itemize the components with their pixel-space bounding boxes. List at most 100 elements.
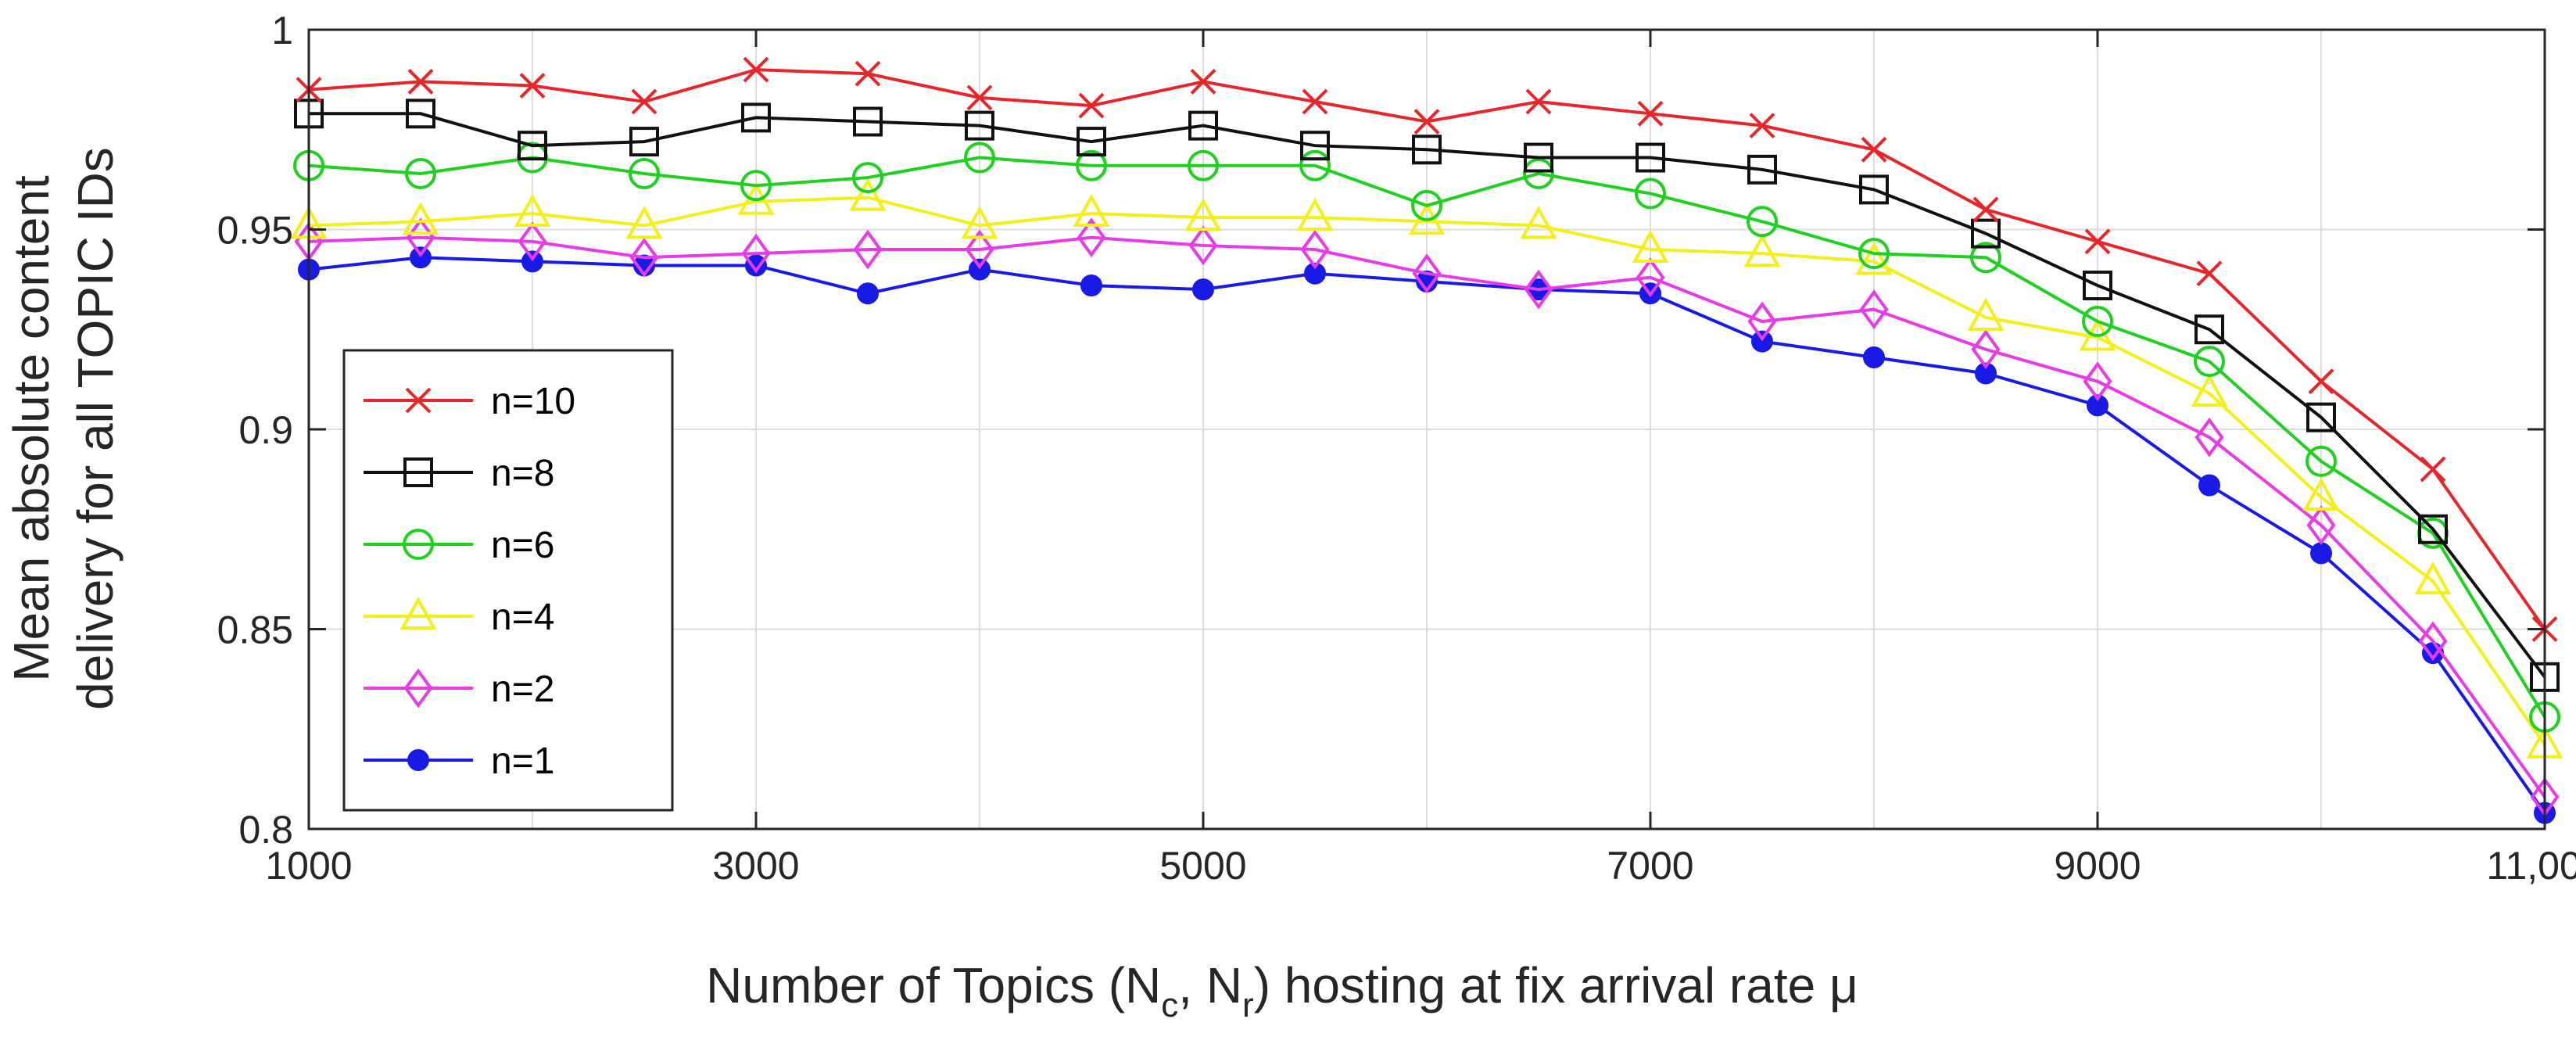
data-point [1971,329,2001,370]
series-n-4 [290,178,2563,759]
data-point [1523,157,1554,189]
legend-label: n=6 [491,525,554,566]
data-point [2084,228,2111,255]
data-point [1859,174,1889,205]
legend-marker [399,596,437,630]
data-point [518,221,547,262]
data-point [629,127,659,157]
data-point [966,84,993,111]
data-point [1975,362,1997,385]
y-tick-label: 0.9 [238,408,293,452]
data-point [1858,238,1890,270]
data-point [961,206,998,239]
data-point [1412,253,1442,294]
data-point [2083,361,2112,402]
data-point [857,282,879,305]
data-point [521,250,543,273]
data-point [2087,394,2108,417]
data-point [1302,88,1328,115]
data-point [2196,260,2223,287]
x-axis-label: Number of Topics (Nc, Nr) hosting at fix… [706,957,1858,1024]
data-point [2310,542,2332,565]
data-point [2194,346,2225,378]
series-line [309,112,2546,679]
legend-box [342,349,674,812]
data-point [1747,154,1777,185]
data-point [2306,402,2336,432]
data-point [1971,218,2001,249]
data-point [1190,69,1216,95]
data-point [741,102,771,133]
data-point [2083,271,2112,301]
data-point [518,131,547,161]
y-tick-label: 0.95 [217,209,293,253]
legend-marker [403,457,433,487]
data-point [2414,561,2452,595]
y-axis-label-line1: Mean absolute content [3,175,59,682]
data-point [1635,178,1666,210]
legend-marker [403,668,433,709]
data-point [852,162,883,194]
data-point [2191,373,2228,407]
data-point [1855,242,1893,275]
legend-item: n=10 [364,381,575,422]
x-tick-label: 11,000 [2486,844,2576,888]
data-point [407,69,434,95]
data-point [1408,202,1446,235]
x-tick-label: 5000 [1159,844,1246,888]
legend-label: n=8 [491,453,554,494]
data-point [1192,278,1214,301]
data-point [741,233,771,274]
legend-item: n=6 [364,525,554,566]
data-point [514,193,551,228]
data-point [1299,149,1331,181]
data-point [1073,193,1110,228]
data-point [2194,417,2224,457]
data-point [849,178,887,211]
data-point [1188,225,1218,266]
data-point [1076,149,1107,181]
legend-marker [403,529,434,560]
axis-ticks: 1000 3000 5000 7000 9000 11,000 0.8 0.85 0.9 0.95… [217,9,2576,888]
data-point [1632,229,1669,264]
data-point [1525,88,1552,115]
data-point [1970,242,2001,274]
y-tick-label: 0.85 [217,608,293,652]
data-point [1524,269,1553,310]
data-point [964,142,995,174]
series-line [308,196,2546,746]
x-tick-label: 1000 [265,844,352,888]
legend-label: n=1 [491,741,554,782]
data-point [1861,136,1887,163]
data-point [629,237,659,278]
data-point [2198,474,2220,497]
data-point [1747,301,1777,342]
y-axis-label-line2: delivery for all TOPIC IDs [67,147,124,710]
legend-items: n=10 n=8 n=6 n=4 n=2 n=1 [364,381,575,782]
legend-item: n=8 [364,453,554,494]
data-point [1184,198,1222,231]
data-point [745,254,767,277]
data-point [1859,289,1889,330]
legend-marker [405,387,432,414]
data-point [1188,110,1218,141]
data-point [1300,131,1330,161]
data-point [1636,257,1665,298]
data-point [1967,297,2005,331]
x-tick-label: 3000 [712,844,799,888]
data-point [1077,127,1106,157]
data-point [1188,149,1219,181]
data-point [1524,142,1553,173]
data-point [1747,206,1778,238]
data-point [405,157,436,189]
data-point [854,60,881,87]
data-point [1749,113,1775,139]
data-point [629,157,660,189]
y-tick-label: 0.8 [238,808,293,852]
data-point [853,106,883,137]
legend-item: n=4 [364,596,554,638]
data-point [743,56,769,83]
series-layer [290,56,2563,824]
data-point [1751,330,1773,353]
